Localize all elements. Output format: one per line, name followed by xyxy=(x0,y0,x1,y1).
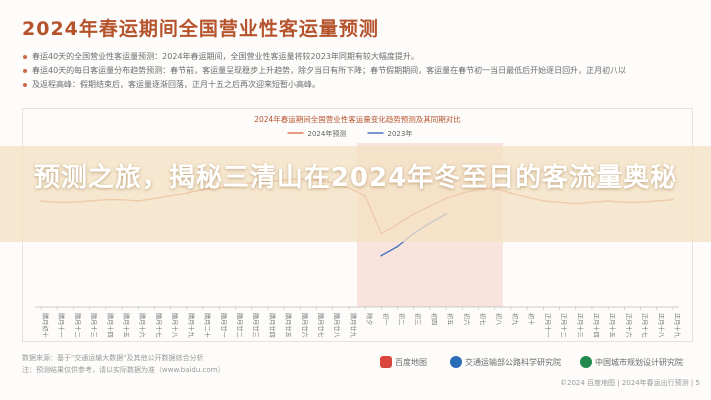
logo-label: 交通运输部公路科学研究院 xyxy=(465,357,561,367)
banner-headline: 预测之旅，揭秘三清山在2024年冬至日的客流量奥秘 xyxy=(33,163,678,193)
x-tick-label: 正月十二 xyxy=(560,313,568,338)
x-tick-label: 初九 xyxy=(511,313,519,326)
baidu-logo-icon xyxy=(380,356,392,368)
summary-bullet: 及返程高峰：假期结束后，客运量逐渐回落，正月十五之后再次迎来短暂小高峰。 xyxy=(22,78,692,92)
x-tick-label: 腊月初十 xyxy=(41,313,49,338)
x-tick-label: 正月十三 xyxy=(576,313,584,338)
footer-note: 注：预测结果仅供参考，请以实际数据为准（www.baidu.com） xyxy=(22,366,225,374)
logo-label: 百度地图 xyxy=(395,357,427,367)
x-tick-label: 正月十六 xyxy=(624,313,632,338)
x-tick-label: 腊月廿三 xyxy=(252,313,260,338)
x-tick-label: 正月十七 xyxy=(641,313,649,338)
x-tick-label: 除夕 xyxy=(365,313,373,325)
x-tick-label: 初十 xyxy=(527,313,535,325)
logo-label: 中国城市规划设计研究院 xyxy=(595,357,683,367)
x-tick-label: 腊月廿五 xyxy=(284,313,292,338)
x-tick-label: 腊月十四 xyxy=(106,313,114,338)
x-tick-label: 腊月廿八 xyxy=(333,313,341,339)
x-tick-label: 腊月廿四 xyxy=(268,313,276,338)
x-tick-label: 正月十一 xyxy=(543,313,551,338)
x-tick-label: 腊月十八 xyxy=(171,313,179,339)
chart-title: 2024年春运期间全国营业性客运量变化趋势预测及其同期对比 xyxy=(254,114,461,124)
x-tick-label: 正月十五 xyxy=(608,313,616,338)
summary-bullet: 春运40天的全国营业性客运量预测：2024年春运期间，全国营业性客运量将较202… xyxy=(22,50,692,64)
baidu-map-logo: 百度地图 xyxy=(380,356,427,368)
overlay-banner xyxy=(0,146,711,242)
x-tick-label: 腊月十九 xyxy=(187,313,195,339)
institute-logo-icon xyxy=(450,356,462,368)
x-tick-label: 初二 xyxy=(398,313,406,325)
x-tick-label: 腊月二十 xyxy=(203,313,211,338)
x-tick-label: 腊月廿二 xyxy=(236,313,244,338)
footer-source: 数据来源：基于"交通运输大数据"及其他公开数据综合分析 xyxy=(22,354,204,362)
x-tick-label: 腊月十六 xyxy=(138,313,146,338)
planning-institute-logo: 中国城市规划设计研究院 xyxy=(580,356,683,368)
page-title: 2024年春运期间全国营业性客运量预测 xyxy=(22,18,379,40)
x-tick-label: 初八 xyxy=(495,313,503,326)
x-tick-label: 腊月十一 xyxy=(57,313,65,338)
x-tick-label: 初六 xyxy=(462,313,470,325)
x-tick-label: 初五 xyxy=(446,313,454,325)
x-tick-label: 初三 xyxy=(414,313,422,325)
x-tick-label: 腊月十七 xyxy=(154,313,162,338)
x-tick-label: 正月十八 xyxy=(657,313,665,339)
x-tick-label: 腊月十五 xyxy=(122,313,130,338)
x-tick-label: 腊月廿六 xyxy=(300,313,308,338)
x-tick-label: 腊月廿九 xyxy=(349,313,357,339)
data-point xyxy=(396,245,399,248)
highway-institute-logo: 交通运输部公路科学研究院 xyxy=(450,356,561,368)
planning-logo-icon xyxy=(580,356,592,368)
data-point xyxy=(380,254,383,257)
legend-label: 2023年 xyxy=(388,129,413,138)
x-tick-label: 腊月十二 xyxy=(73,313,81,338)
x-tick-label: 腊月廿一 xyxy=(219,313,227,338)
legend-label: 2024年预测 xyxy=(308,129,347,138)
x-tick-label: 正月十四 xyxy=(592,313,600,338)
x-tick-label: 腊月十三 xyxy=(90,313,98,338)
x-tick-label: 正月十九 xyxy=(673,313,681,339)
x-tick-label: 初七 xyxy=(479,313,487,325)
x-tick-label: 初一 xyxy=(381,313,389,325)
page-number: ©2024 百度地图 | 2024年春运出行预测 | 5 xyxy=(560,379,700,387)
footer-notes: 数据来源：基于"交通运输大数据"及其他公开数据综合分析 注：预测结果仅供参考，请… xyxy=(22,352,382,376)
summary-bullets: 春运40天的全国营业性客运量预测：2024年春运期间，全国营业性客运量将较202… xyxy=(22,50,692,92)
summary-bullet: 春运40天的每日客运量分布趋势预测：春节前，客运量呈现稳步上升趋势，除夕当日有所… xyxy=(22,64,692,78)
x-tick-label: 腊月廿七 xyxy=(317,313,325,338)
x-tick-label: 初四 xyxy=(430,313,438,325)
